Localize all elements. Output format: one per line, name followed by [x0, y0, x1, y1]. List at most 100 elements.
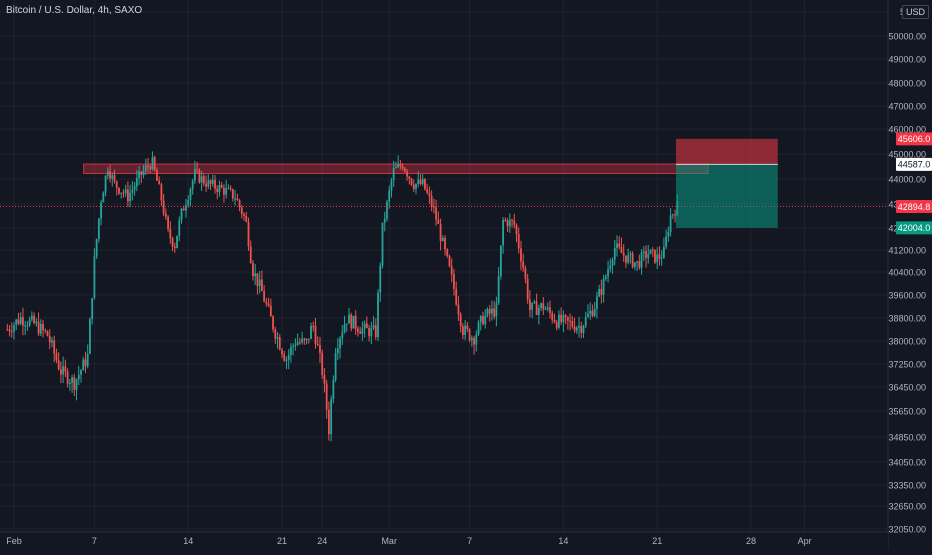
candle[interactable]: [403, 166, 406, 173]
candle[interactable]: [466, 321, 469, 333]
candle[interactable]: [234, 189, 236, 206]
candle[interactable]: [444, 235, 446, 256]
time-axis[interactable]: Feb 7 14 21 24 Mar 7 14 21 28 Apr: [0, 531, 888, 550]
candle[interactable]: [522, 253, 525, 272]
candle[interactable]: [426, 183, 429, 195]
candle[interactable]: [238, 198, 241, 212]
candle[interactable]: [93, 248, 96, 300]
candle[interactable]: [240, 205, 243, 219]
candle[interactable]: [627, 248, 630, 265]
candle[interactable]: [361, 321, 364, 341]
candle[interactable]: [558, 310, 560, 330]
candle[interactable]: [446, 248, 449, 258]
candle[interactable]: [261, 270, 263, 292]
candle[interactable]: [457, 296, 460, 321]
candle[interactable]: [600, 279, 603, 304]
candle[interactable]: [185, 198, 187, 218]
candle[interactable]: [68, 378, 71, 391]
candle[interactable]: [524, 265, 527, 284]
candle[interactable]: [307, 338, 310, 344]
candle[interactable]: [176, 235, 178, 249]
candle[interactable]: [397, 155, 400, 169]
candle[interactable]: [540, 302, 542, 312]
candle[interactable]: [495, 296, 498, 327]
candle[interactable]: [115, 180, 118, 196]
candle[interactable]: [160, 182, 163, 207]
candle[interactable]: [218, 180, 221, 197]
candle[interactable]: [312, 321, 315, 332]
candle[interactable]: [173, 242, 176, 253]
candle[interactable]: [180, 207, 183, 224]
candle[interactable]: [6, 323, 9, 331]
candle[interactable]: [435, 199, 437, 226]
candle[interactable]: [48, 329, 51, 350]
candle[interactable]: [616, 235, 618, 257]
candle[interactable]: [359, 326, 362, 335]
candle[interactable]: [383, 211, 386, 232]
candle[interactable]: [374, 318, 377, 341]
candle[interactable]: [395, 161, 397, 169]
candle[interactable]: [564, 314, 567, 324]
candle[interactable]: [229, 185, 232, 192]
candle[interactable]: [647, 244, 650, 264]
candle[interactable]: [573, 317, 576, 333]
candle[interactable]: [325, 379, 328, 419]
candle[interactable]: [37, 312, 40, 337]
candle[interactable]: [19, 312, 22, 326]
candle[interactable]: [526, 273, 529, 304]
candle[interactable]: [109, 164, 111, 183]
candle[interactable]: [158, 176, 161, 185]
candle[interactable]: [560, 307, 563, 325]
candle[interactable]: [513, 213, 516, 229]
candle[interactable]: [44, 328, 47, 334]
candle[interactable]: [381, 222, 384, 269]
candle[interactable]: [225, 180, 228, 199]
candle[interactable]: [24, 320, 27, 336]
candle[interactable]: [486, 307, 489, 318]
candle[interactable]: [377, 289, 379, 341]
candle[interactable]: [410, 177, 413, 187]
candle[interactable]: [323, 368, 326, 393]
candle[interactable]: [663, 237, 665, 259]
candle[interactable]: [354, 310, 357, 335]
candle[interactable]: [245, 211, 248, 223]
candle[interactable]: [301, 331, 303, 345]
candle[interactable]: [649, 249, 652, 255]
candle[interactable]: [35, 318, 38, 327]
candle[interactable]: [171, 236, 174, 252]
candle[interactable]: [544, 306, 547, 311]
candle[interactable]: [104, 175, 107, 197]
candle[interactable]: [223, 184, 225, 203]
candle[interactable]: [310, 322, 312, 340]
candle[interactable]: [247, 217, 250, 251]
candle[interactable]: [127, 181, 129, 207]
candle[interactable]: [636, 260, 638, 271]
candle[interactable]: [506, 217, 509, 233]
candle[interactable]: [618, 236, 621, 250]
candle[interactable]: [205, 175, 207, 193]
candle[interactable]: [149, 163, 152, 174]
candle[interactable]: [473, 335, 475, 355]
candle[interactable]: [642, 246, 645, 261]
candle[interactable]: [122, 189, 125, 198]
candle[interactable]: [517, 227, 520, 254]
candle[interactable]: [151, 151, 154, 171]
candle[interactable]: [598, 284, 601, 298]
candle[interactable]: [97, 218, 100, 243]
candle[interactable]: [629, 251, 632, 264]
candle[interactable]: [401, 163, 404, 171]
candle[interactable]: [669, 207, 672, 237]
candle[interactable]: [53, 335, 56, 363]
candle[interactable]: [578, 316, 580, 338]
candle[interactable]: [332, 375, 335, 404]
candle[interactable]: [162, 193, 165, 217]
candle[interactable]: [609, 258, 612, 273]
candle[interactable]: [475, 330, 478, 352]
candle[interactable]: [200, 171, 203, 191]
candle[interactable]: [439, 218, 442, 251]
candle[interactable]: [622, 244, 625, 262]
candle[interactable]: [671, 213, 674, 219]
candle[interactable]: [95, 238, 98, 260]
candle[interactable]: [153, 155, 156, 172]
candle[interactable]: [265, 297, 268, 307]
